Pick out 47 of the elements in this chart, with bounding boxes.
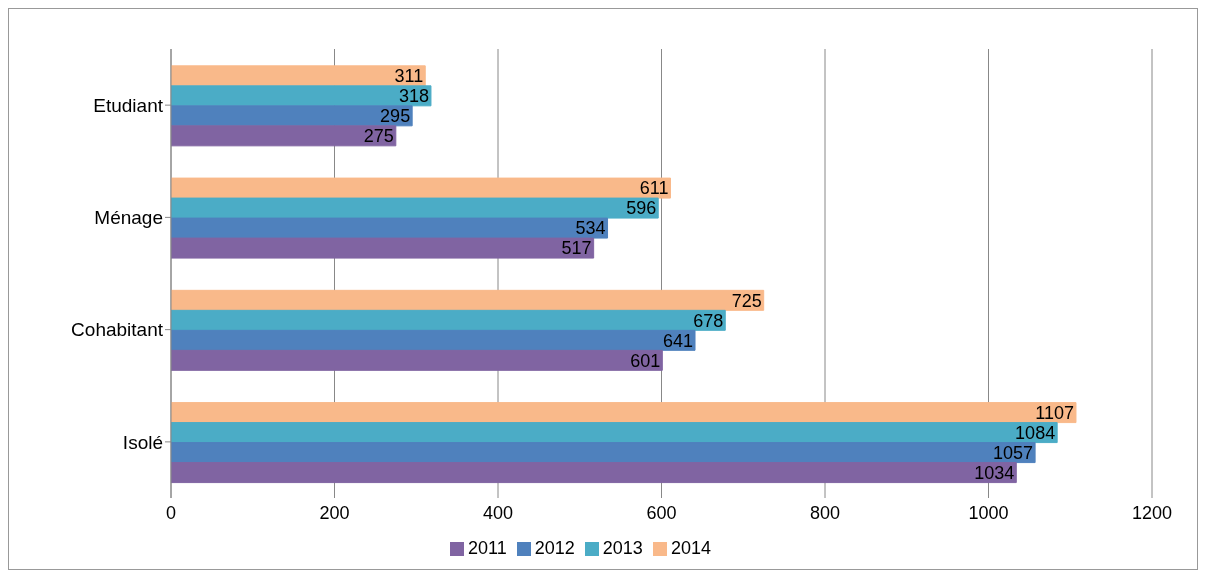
data-label: 295	[380, 106, 411, 127]
bar	[171, 349, 663, 371]
bar	[171, 105, 413, 127]
x-tick-label: 200	[319, 502, 350, 523]
bar	[171, 422, 1058, 444]
x-tick-label: 1000	[968, 502, 1009, 523]
data-label: 641	[662, 330, 694, 351]
legend-label: 2014	[670, 538, 711, 558]
data-label: 596	[626, 198, 657, 219]
y-tick-label: Cohabitant	[71, 319, 164, 341]
bar	[171, 177, 671, 199]
data-label: 318	[398, 86, 429, 107]
bar	[171, 85, 432, 107]
data-label: 1057	[993, 442, 1034, 463]
bar	[171, 402, 1077, 424]
data-label: 611	[639, 178, 669, 199]
data-label: 275	[363, 126, 394, 147]
x-tick-label: 1200	[1131, 502, 1173, 523]
y-tick-label: Etudiant	[93, 94, 164, 116]
bar	[171, 462, 1017, 484]
data-label: 311	[394, 66, 424, 87]
legend-label: 2011	[468, 538, 507, 558]
data-label: 725	[731, 290, 762, 311]
data-label: 1107	[1035, 402, 1074, 423]
bar	[171, 237, 595, 259]
bar	[171, 125, 397, 147]
data-label: 601	[630, 350, 661, 371]
x-tick-label: 800	[809, 502, 841, 523]
data-label: 1084	[1015, 422, 1056, 443]
data-label: 517	[561, 238, 592, 259]
bar	[171, 217, 609, 239]
bar	[171, 65, 426, 87]
x-tick-label: 0	[165, 502, 177, 523]
legend-label: 2013	[602, 538, 643, 558]
y-tick-label: Isolé	[122, 431, 163, 453]
x-tick-label: 600	[646, 502, 677, 523]
y-tick-label: Ménage	[94, 207, 163, 229]
bar	[171, 442, 1036, 464]
bar	[171, 329, 696, 351]
data-label: 1034	[974, 462, 1015, 483]
x-tick-label: 400	[482, 502, 514, 523]
data-label: 534	[575, 218, 606, 239]
data-label: 678	[693, 310, 724, 331]
legend-label: 2012	[534, 538, 575, 558]
bar	[171, 197, 659, 219]
bar	[171, 289, 765, 311]
bar	[171, 309, 726, 331]
